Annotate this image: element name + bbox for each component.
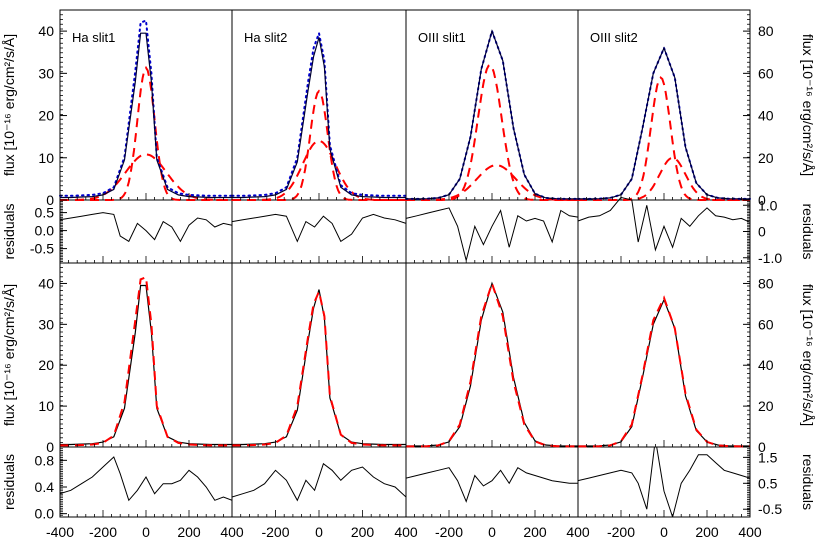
single-fit-bottom-0	[60, 275, 232, 447]
flux-ylabel-top-left: flux [10⁻¹⁶ erg/cm²/s/Å]	[1, 34, 17, 176]
ytick-top-res-right-label: 0	[758, 224, 766, 240]
xtick-label: -200	[89, 524, 117, 540]
single-fit-bottom-2	[406, 280, 578, 448]
fit-total-2	[405, 27, 579, 200]
residuals-bottom-2	[406, 467, 578, 503]
residuals-top-2	[405, 207, 579, 261]
ytick-top-res-left-label: -0.5	[30, 241, 54, 257]
panel-frames	[59, 9, 751, 518]
xtick-label: 0	[142, 524, 150, 540]
xtick-label: -200	[435, 524, 463, 540]
ytick-bottom-res-right-label: 1.5	[758, 449, 778, 465]
residuals-top-0	[59, 212, 233, 243]
ytick-top-flux-left-label: 10	[38, 150, 54, 166]
observed-profile-2	[406, 29, 578, 200]
ytick-top-res-left-label: 0.0	[35, 223, 55, 239]
ytick-bottom-flux-right-label: 80	[758, 275, 774, 291]
residuals-bottom-3	[578, 447, 750, 517]
xtick-label: 400	[394, 524, 418, 540]
residuals-top-1	[231, 213, 407, 243]
ytick-top-flux-right-label: 20	[758, 150, 774, 166]
fit-total-1	[231, 29, 407, 197]
ytick-bottom-flux-left-label: 20	[38, 357, 54, 373]
ytick-top-flux-left-label: 20	[38, 108, 54, 124]
ytick-bottom-flux-left-label: 0	[46, 439, 54, 455]
ytick-top-flux-left-label: 0	[46, 192, 54, 208]
fit-component-2-0	[406, 63, 578, 201]
xtick-label: 200	[695, 524, 719, 540]
ytick-top-flux-right-label: 80	[758, 23, 774, 39]
axis-ticks: 0102030400204060800.50.0-0.51.00-1.00102…	[30, 9, 782, 540]
xtick-label: 200	[177, 524, 201, 540]
xtick-label: 400	[220, 524, 244, 540]
observed-profile-0	[60, 32, 232, 199]
panel-title-ha-slit2: Ha slit2	[244, 30, 287, 45]
ytick-bottom-res-right-label: 0.5	[758, 475, 778, 491]
ytick-bottom-flux-right-label: 0	[758, 439, 766, 455]
residuals-bottom-1	[232, 462, 406, 502]
frame-topRes	[59, 199, 751, 264]
flux-ylabel-bottom-right: flux [10⁻¹⁶ erg/cm²/s/Å]	[800, 284, 816, 426]
xtick-label: -200	[607, 524, 635, 540]
residuals-label-bottom-right: residuals	[800, 454, 816, 510]
frame-botRes	[59, 446, 751, 518]
ytick-top-flux-left-label: 40	[38, 23, 54, 39]
xtick-label: 0	[660, 524, 668, 540]
axis-labels: Ha slit1 Ha slit2 OIII slit1 OIII slit2 …	[1, 30, 816, 510]
fit-component-1-1	[232, 139, 406, 201]
single-fit-bottom-1	[232, 288, 406, 447]
residuals-label-bottom-left: residuals	[1, 454, 17, 510]
xtick-label: -200	[261, 524, 289, 540]
xtick-label: -400	[46, 524, 74, 540]
fit-component-3-1	[578, 156, 750, 201]
fit-total-3	[577, 45, 751, 200]
observed-profile-bottom-0	[60, 284, 232, 446]
residuals-label-top-right: residuals	[800, 203, 816, 259]
observed-profile-3	[578, 46, 750, 200]
ytick-bottom-res-left-label: 0.4	[35, 479, 55, 495]
xtick-label: 200	[351, 524, 375, 540]
ytick-bottom-res-left-label: 0.8	[35, 452, 55, 468]
fit-component-0-0	[60, 65, 232, 201]
xtick-label: 400	[566, 524, 590, 540]
xtick-label: 0	[488, 524, 496, 540]
xtick-label: 400	[738, 524, 762, 540]
flux-ylabel-top-right: flux [10⁻¹⁶ erg/cm²/s/Å]	[800, 34, 816, 176]
ytick-top-res-right-label: 1.0	[758, 197, 778, 213]
ytick-top-flux-right-label: 60	[758, 65, 774, 81]
observed-profile-bottom-1	[232, 289, 406, 446]
panel-title-oiii-slit2: OIII slit2	[590, 30, 638, 45]
xtick-label: 0	[315, 524, 323, 540]
ytick-bottom-flux-right-label: 40	[758, 357, 774, 373]
fit-total-0	[59, 19, 233, 197]
ytick-bottom-flux-left-label: 40	[38, 275, 54, 291]
ytick-top-flux-right-label: 0	[758, 192, 766, 208]
xtick-label: 200	[523, 524, 547, 540]
fit-component-3-0	[578, 76, 750, 201]
ytick-top-res-left-label: 0.5	[35, 205, 55, 221]
observed-profile-1	[232, 37, 406, 199]
ytick-top-flux-left-label: 30	[38, 65, 54, 81]
ytick-bottom-flux-left-label: 30	[38, 316, 54, 332]
panel-title-ha-slit1: Ha slit1	[72, 30, 115, 45]
plot-curves	[59, 19, 751, 517]
ytick-bottom-res-left-label: 0.0	[35, 506, 55, 522]
ytick-top-flux-right-label: 40	[758, 108, 774, 124]
ytick-bottom-res-right-label: -0.5	[758, 501, 782, 517]
residuals-bottom-0	[60, 456, 232, 502]
ytick-top-res-right-label: -1.0	[758, 250, 782, 266]
fit-component-2-1	[406, 164, 578, 201]
single-fit-bottom-3	[578, 295, 750, 448]
observed-profile-bottom-2	[406, 281, 578, 447]
residuals-top-3	[577, 196, 751, 252]
ytick-bottom-flux-right-label: 60	[758, 316, 774, 332]
observed-profile-bottom-3	[578, 298, 750, 447]
ytick-bottom-flux-left-label: 10	[38, 398, 54, 414]
fit-component-1-0	[232, 89, 406, 201]
panel-title-oiii-slit1: OIII slit1	[418, 30, 466, 45]
flux-ylabel-bottom-left: flux [10⁻¹⁶ erg/cm²/s/Å]	[1, 284, 17, 426]
ytick-bottom-flux-right-label: 20	[758, 398, 774, 414]
residuals-label-top-left: residuals	[1, 203, 17, 259]
